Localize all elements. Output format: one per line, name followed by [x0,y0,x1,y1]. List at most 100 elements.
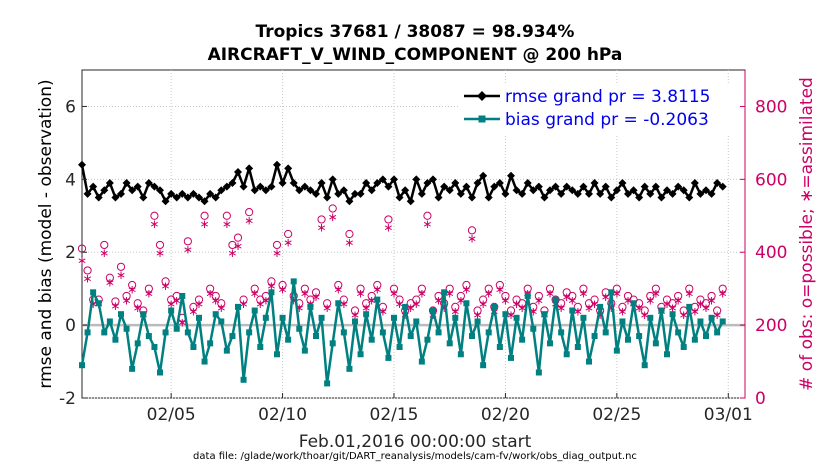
rmse-point [429,175,437,184]
rmse-point [573,189,582,198]
obs-possible-point [111,297,120,306]
obs-assimilated-point: ∗ [149,217,159,231]
obs-possible-point [83,266,92,275]
obs-assimilated-point: ∗ [439,301,449,315]
obs-possible-point [150,211,159,220]
obs-possible-point [200,211,209,220]
obs-possible-point [623,291,633,301]
bias-point [145,333,152,340]
bias-point [329,340,336,347]
obs-assimilated-point: ∗ [244,213,254,227]
rmse-point [100,186,109,195]
obs-assimilated-point: ∗ [695,297,705,311]
obs-possible-point [272,240,282,250]
obs-possible-point [674,291,683,301]
rmse-point [395,193,404,202]
obs-possible-point [462,280,471,290]
obs-assimilated-point: ∗ [640,308,650,322]
rmse-point [105,178,114,187]
bias-point [625,336,631,343]
rmse-point [167,189,176,198]
rmse-point [590,178,599,187]
bias-point [474,318,481,325]
obs-possible-point [562,288,571,297]
bias-point [179,292,186,299]
rmse-point [451,178,460,187]
rmse-point [206,189,215,198]
rmse-point [702,186,710,195]
rmse-point [250,186,259,195]
obs-possible-point [311,288,321,297]
bias-point [335,300,342,307]
bias-point [519,336,526,343]
obs-possible-point [701,299,711,308]
obs-assimilated-point: ∗ [512,297,522,311]
rmse-point [674,182,683,191]
y-left-tick-label: 4 [65,170,76,190]
obs-assimilated-point: ∗ [590,297,600,311]
bias-point [496,343,503,350]
rmse-point [261,186,270,195]
rmse-point [83,189,92,198]
bias-point [324,380,331,387]
obs-assimilated-point: ∗ [690,305,700,319]
rmse-point [579,182,588,191]
rmse-series [78,160,727,206]
bias-point [703,333,709,340]
obs-possible-point [167,295,176,304]
rmse-point [128,186,137,195]
obs-possible-point [618,302,627,311]
bias-point [619,318,626,325]
obs-possible-point [306,295,315,304]
rmse-point [557,189,566,198]
bias-point [101,329,108,336]
rmse-point [384,182,393,191]
bias-point [391,314,397,321]
rmse-point [607,193,616,202]
obs-assimilated-point: ∗ [395,297,405,311]
bias-point [140,311,147,318]
bias-point [608,289,615,296]
rmse-point [646,189,655,198]
obs-possible-point [679,306,688,315]
obs-possible-point [406,299,415,308]
bias-point [240,376,247,383]
obs-possible-point [646,291,655,301]
obs-assimilated-point: ∗ [266,279,276,293]
obs-possible-point [217,299,226,308]
obs-possible-point [573,302,582,311]
bias-point [469,333,475,340]
obs-possible-point [512,295,521,304]
rmse-point [546,186,554,195]
rmse-point [295,186,304,195]
legend: rmse grand pr = 3.8115 bias grand pr = -… [460,84,740,134]
obs-possible-point [395,295,404,304]
y-right-label: # of obs: o=possible; ∗=assimilated [797,77,817,391]
legend-bias-label: bias grand pr = -0.2063 [505,110,709,130]
obs-possible-point [484,284,493,293]
obs-assimilated-point: ∗ [339,297,349,311]
obs-possible-point [100,240,109,250]
bias-point [491,303,498,310]
rmse-point [518,189,527,198]
obs-assimilated-point: ∗ [383,221,393,235]
rmse-point [122,178,131,187]
y-right-axis-ticks: 0 200 400 600 800 [740,97,787,409]
rmse-point [663,186,671,195]
obs-assimilated-point: ∗ [133,301,143,315]
bias-point [580,314,587,321]
obs-possible-point [256,295,265,304]
rmse-point [234,168,242,177]
rmse-point [668,189,677,198]
rmse-point [679,186,688,195]
rmse-point [440,182,449,191]
bias-point [658,307,665,314]
bias-point [530,325,537,332]
rmse-point [423,178,432,187]
y-left-tick-label: 0 [65,316,76,336]
obs-possible-point [456,291,465,301]
rmse-point [222,182,231,191]
bias-point [296,325,303,332]
obs-possible-point [445,284,454,293]
rmse-point [562,182,571,191]
